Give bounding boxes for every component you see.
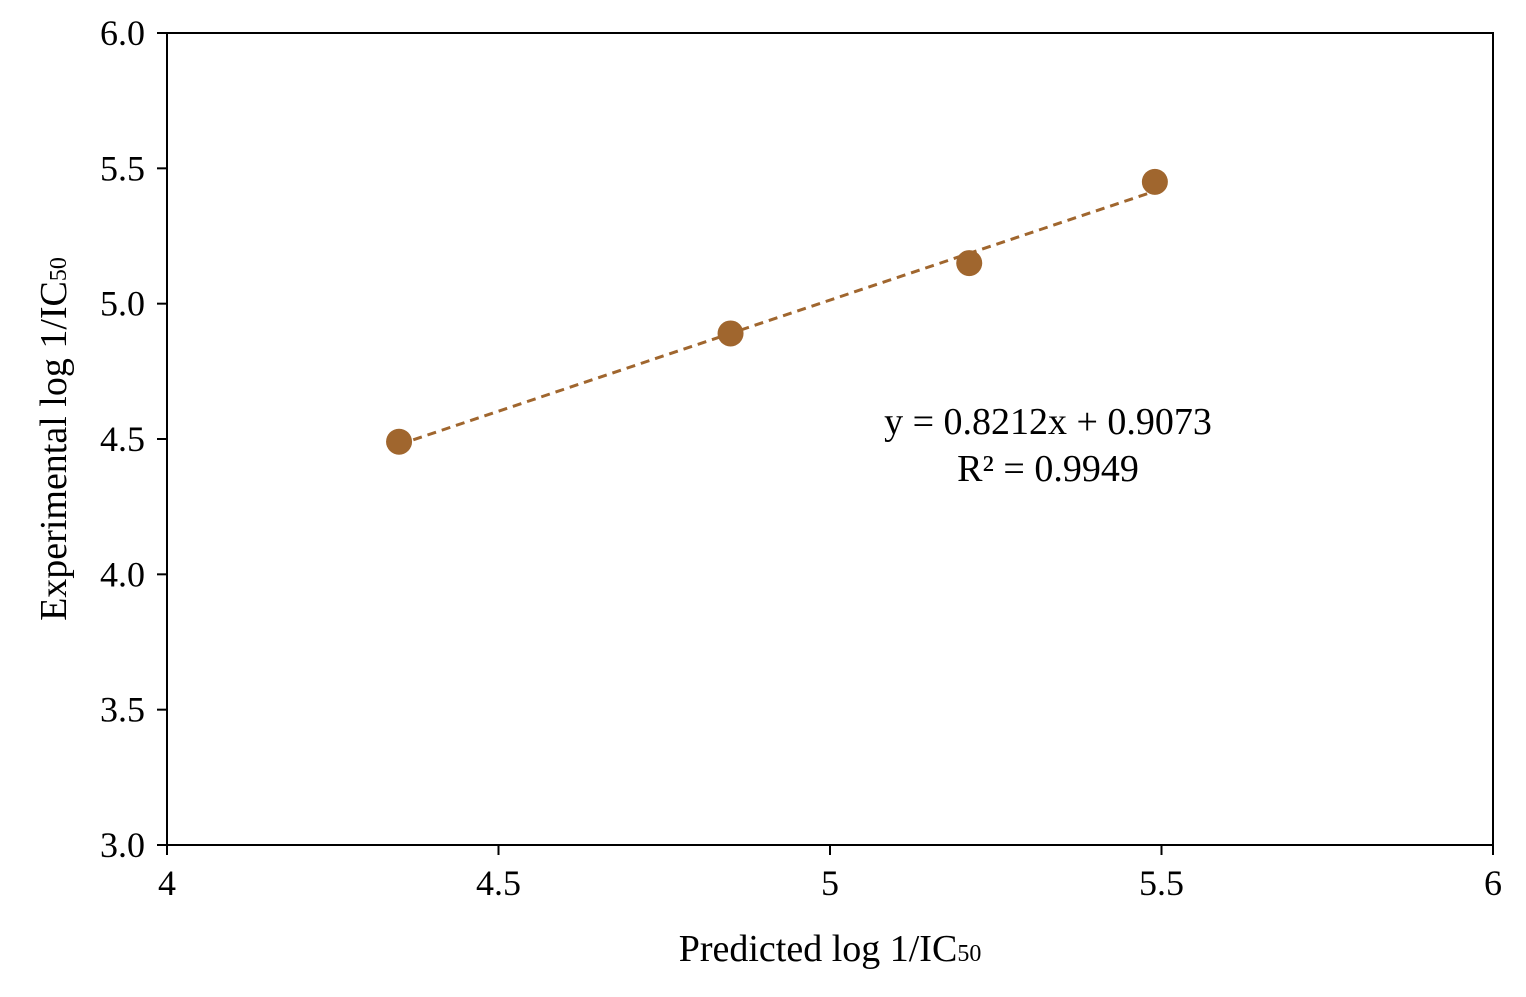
y-axis-ticks: 3.0 3.5 4.0 4.5 5.0 5.5 6.0: [100, 13, 167, 865]
y-tick-label: 4.5: [100, 419, 145, 459]
equation-annotation: y = 0.8212x + 0.9073: [884, 401, 1212, 443]
data-point: [717, 320, 744, 347]
y-tick-label: 6.0: [100, 13, 145, 53]
y-tick-label: 5.0: [100, 284, 145, 324]
x-axis-title-main: Predicted log 1/IC: [679, 928, 958, 970]
x-axis-ticks: 4 4.5 5 5.5 6: [158, 845, 1502, 903]
trendline: [398, 189, 1156, 446]
x-tick-label: 4.5: [476, 863, 521, 903]
x-tick-label: 5: [821, 863, 839, 903]
y-axis-title-main: Experimental log 1/IC: [33, 281, 75, 621]
data-point: [1141, 168, 1168, 195]
y-tick-label: 3.5: [100, 690, 145, 730]
x-tick-label: 6: [1484, 863, 1502, 903]
r-squared-annotation: R² = 0.9949: [957, 448, 1139, 490]
plot-area: [166, 32, 1494, 846]
x-axis-title: Predicted log 1/IC50: [679, 928, 982, 970]
x-tick-label: 5.5: [1139, 863, 1184, 903]
data-point: [386, 428, 413, 455]
y-tick-label: 5.5: [100, 148, 145, 188]
y-tick-label: 3.0: [100, 825, 145, 865]
x-axis-title-subscript: 50: [957, 941, 981, 967]
y-tick-label: 4.0: [100, 554, 145, 594]
x-tick-label: 4: [158, 863, 176, 903]
data-points: [386, 168, 1168, 455]
y-axis-title-subscript: 50: [46, 257, 72, 281]
y-axis-title: Experimental log 1/IC50: [33, 257, 75, 621]
data-point: [956, 250, 983, 277]
